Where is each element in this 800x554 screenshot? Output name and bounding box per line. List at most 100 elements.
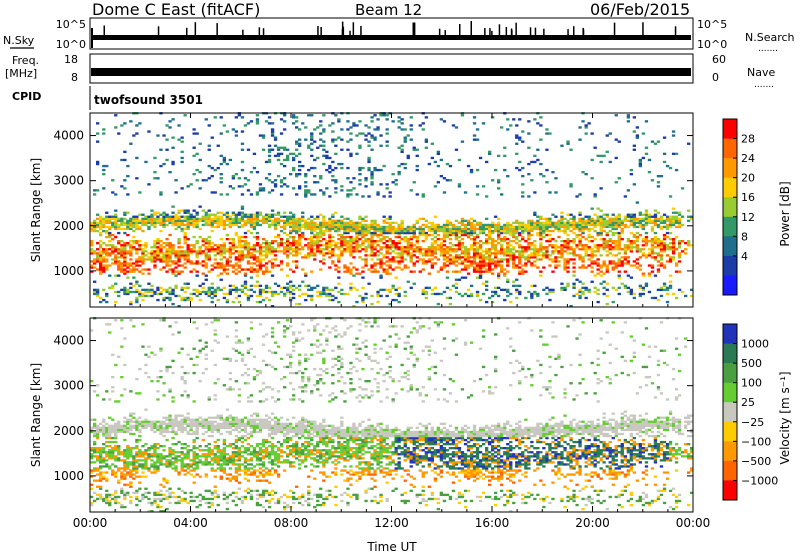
echo-cell	[385, 240, 389, 243]
echo-cell	[638, 256, 643, 259]
echo-cell	[120, 254, 124, 257]
echo-cell	[111, 284, 115, 288]
echo-cell	[93, 288, 97, 292]
echo-cell	[379, 274, 383, 277]
echo-cell	[418, 270, 422, 273]
echo-cell	[596, 231, 600, 235]
echo-cell	[310, 242, 314, 245]
echo-cell	[183, 217, 187, 221]
echo-cell	[674, 235, 679, 239]
echo-cell	[466, 219, 471, 223]
echo-cell	[286, 286, 290, 290]
echo-cell	[436, 181, 441, 184]
echo-cell	[665, 288, 670, 292]
echo-cell	[298, 160, 302, 164]
echo-cell	[334, 211, 338, 214]
echo-cell	[614, 266, 618, 269]
echo-cell	[304, 227, 308, 231]
echo-cell	[162, 221, 166, 225]
echo-cell	[322, 290, 326, 294]
echo-cell	[96, 436, 100, 440]
echo-cell	[111, 250, 115, 253]
echo-cell	[659, 256, 664, 259]
echo-cell	[322, 128, 326, 131]
echo-cell	[304, 126, 308, 129]
echo-cell	[123, 258, 127, 261]
echo-cell	[638, 286, 643, 290]
echo-cell	[322, 254, 326, 257]
colorbar-segment	[723, 177, 737, 198]
echo-cell	[325, 292, 329, 296]
echo-cell	[566, 142, 570, 145]
echo-cell	[370, 270, 374, 273]
echo-cell	[650, 252, 655, 255]
echo-cell	[114, 225, 118, 229]
echo-cell	[346, 231, 350, 235]
echo-cell	[126, 270, 130, 273]
echo-cell	[219, 266, 223, 269]
echo-cell	[234, 215, 239, 218]
echo-cell	[162, 217, 166, 221]
echo-cell	[123, 231, 127, 235]
echo-cell	[111, 191, 115, 194]
echo-cell	[545, 221, 549, 225]
echo-cell	[491, 294, 495, 298]
echo-cell	[659, 175, 664, 178]
echo-cell	[457, 254, 462, 257]
echo-cell	[364, 264, 368, 267]
echo-cell	[623, 250, 628, 253]
echo-cell	[301, 225, 305, 229]
echo-cell	[620, 223, 624, 227]
echo-cell	[337, 233, 341, 237]
echo-cell	[165, 248, 169, 251]
echo-cell	[120, 475, 124, 478]
echo-cell	[352, 124, 356, 127]
echo-cell	[542, 256, 546, 259]
echo-cell	[240, 142, 245, 145]
echo-cell	[132, 463, 136, 466]
echo-cell	[494, 215, 498, 218]
echo-cell	[424, 296, 429, 300]
echo-cell	[174, 274, 178, 277]
echo-cell	[249, 215, 254, 218]
echo-cell	[485, 264, 489, 267]
echo-cell	[638, 248, 643, 251]
echo-cell	[358, 217, 362, 221]
echo-cell	[117, 495, 121, 499]
echo-cell	[96, 426, 100, 430]
echo-cell	[270, 221, 275, 225]
echo-cell	[331, 140, 335, 143]
echo-cell	[488, 233, 492, 237]
echo-cell	[234, 173, 239, 176]
echo-cell	[307, 217, 311, 221]
echo-cell	[156, 256, 160, 259]
echo-cell	[225, 300, 230, 304]
echo-cell	[283, 292, 287, 296]
echo-cell	[319, 235, 323, 239]
echo-cell	[153, 217, 157, 221]
echo-cell	[590, 240, 594, 243]
echo-cell	[129, 455, 133, 458]
echo-cell	[123, 428, 127, 432]
echo-cell	[548, 223, 552, 227]
echo-cell	[286, 274, 290, 277]
echo-cell	[99, 477, 103, 480]
echo-cell	[379, 229, 383, 233]
echo-cell	[671, 256, 676, 259]
echo-cell	[469, 248, 474, 251]
echo-cell	[267, 244, 272, 247]
echo-cell	[105, 164, 109, 168]
echo-cell	[255, 114, 260, 117]
echo-cell	[662, 136, 667, 139]
echo-cell	[240, 211, 245, 214]
echo-cell	[117, 428, 121, 432]
echo-cell	[144, 217, 148, 221]
echo-cell	[331, 254, 335, 257]
echo-cell	[677, 225, 682, 229]
echo-cell	[626, 213, 631, 216]
echo-cell	[533, 254, 537, 257]
echo-cell	[385, 144, 389, 147]
echo-cell	[442, 250, 447, 253]
echo-cell	[518, 136, 522, 139]
echo-cell	[626, 262, 631, 265]
